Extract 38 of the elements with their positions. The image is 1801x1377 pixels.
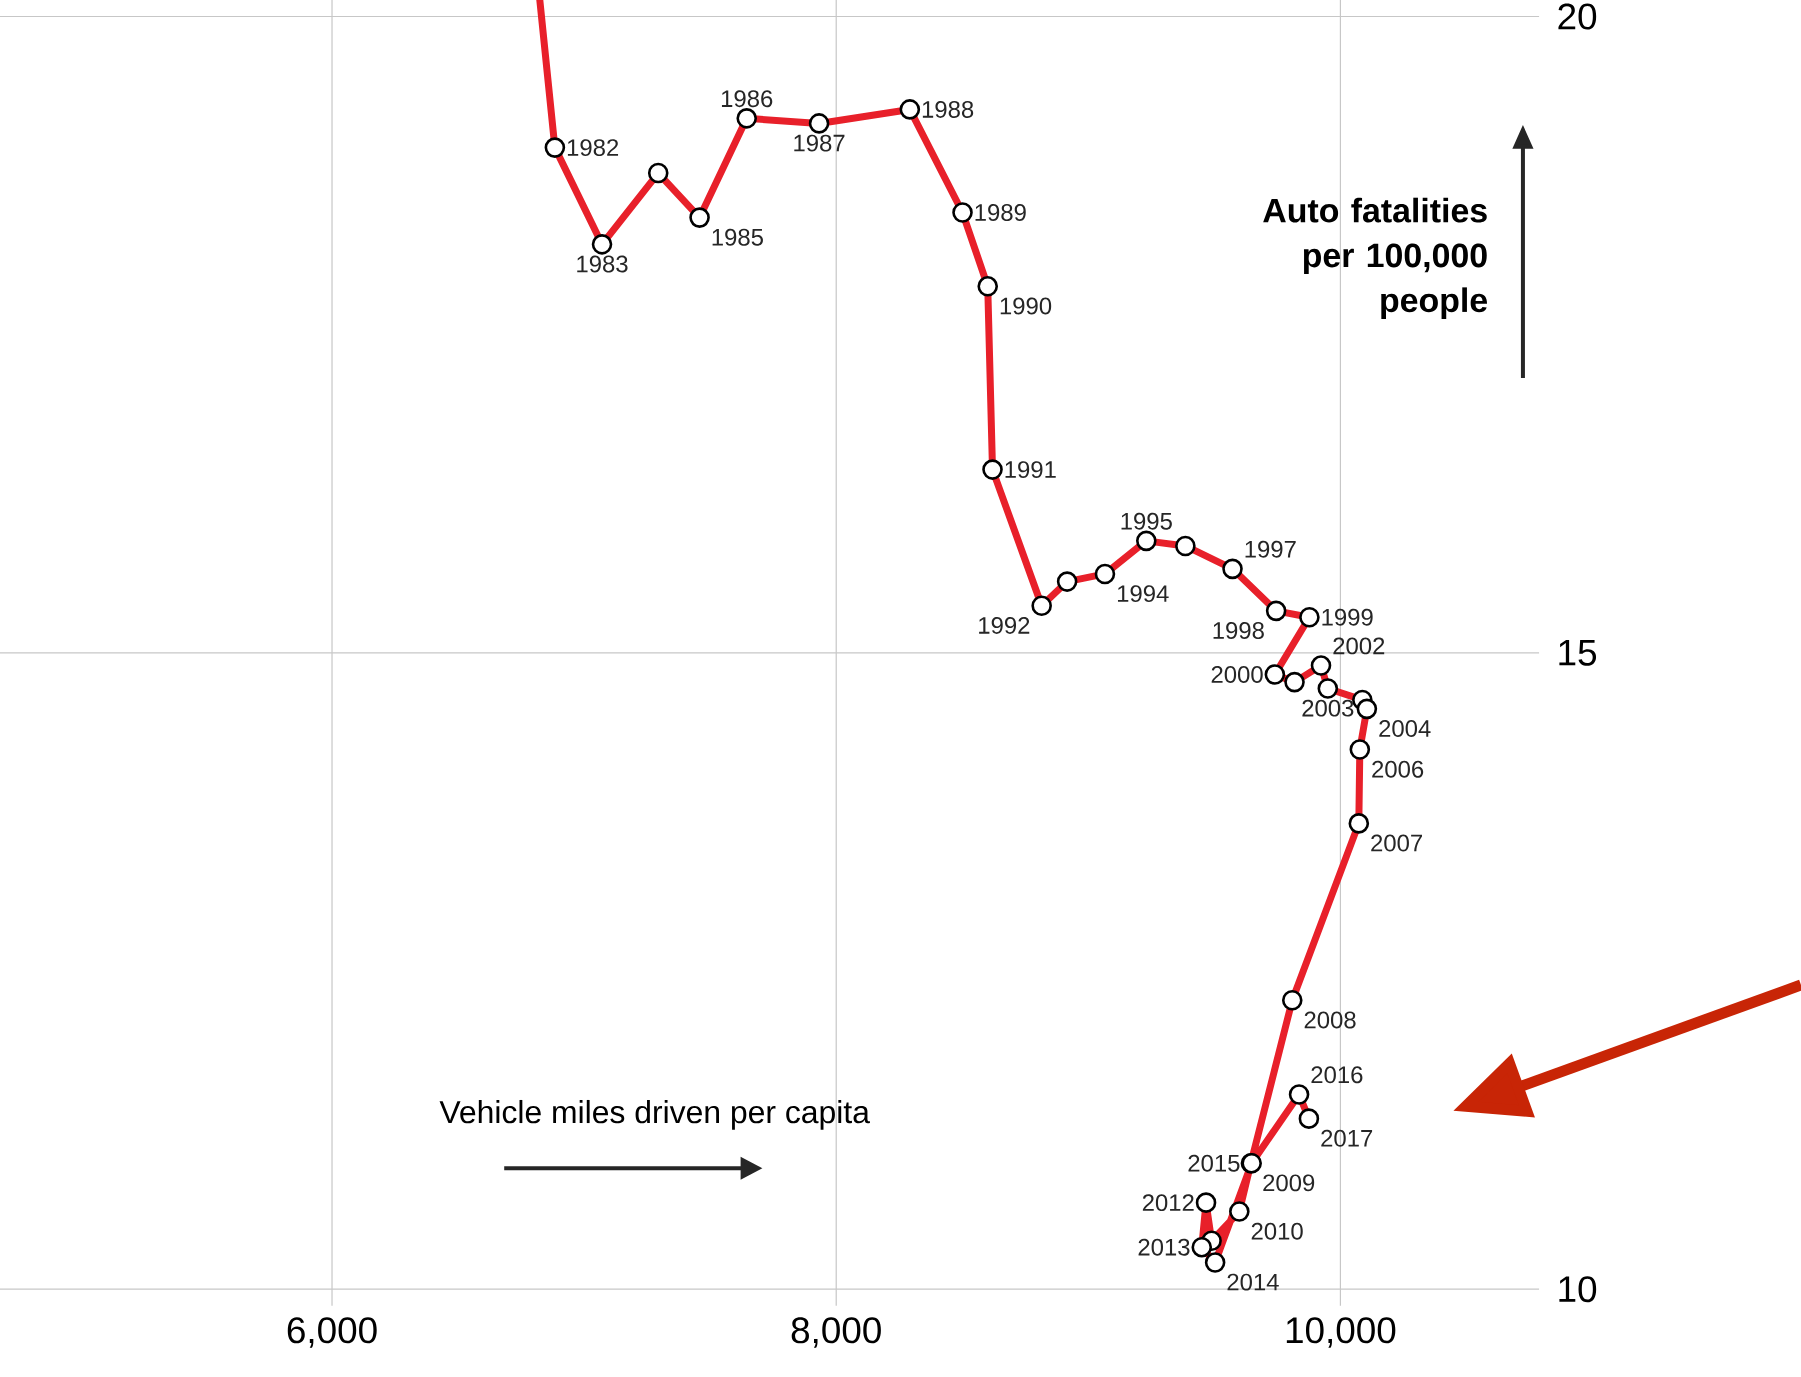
annotation: 2003 <box>1302 699 1354 717</box>
annotation: 2004 <box>1379 720 1431 737</box>
annotation: 1994 <box>1117 585 1169 603</box>
annotation: 1991 <box>1005 461 1056 479</box>
annotation: 1985 <box>712 228 763 246</box>
annotation: 2008 <box>1304 1011 1356 1029</box>
annotation: 2012 <box>1142 1194 1194 1212</box>
annotation: 1992 <box>979 616 1030 634</box>
annotation: 1989 <box>975 204 1026 221</box>
annotation: 2002 <box>1333 637 1385 655</box>
annotation: 1990 <box>1000 297 1052 315</box>
annotation: 1983 <box>577 255 628 273</box>
x-tick-label: 8,000 <box>791 1317 881 1348</box>
annotation: 2017 <box>1321 1129 1373 1147</box>
annotation: 1982 <box>567 139 619 157</box>
annotation: 1998 <box>1213 622 1264 639</box>
annotation: 2006 <box>1372 760 1424 778</box>
annotation: 2007 <box>1371 834 1422 852</box>
annotation: 1987 <box>794 134 845 152</box>
annotation: 2010 <box>1251 1222 1303 1240</box>
y-axis-title: Auto fatalities per 100,000 people <box>1263 197 1488 319</box>
annotation: 1986 <box>721 90 773 108</box>
annotation: 1995 <box>1121 512 1172 530</box>
annotation: 2000 <box>1211 666 1263 683</box>
annotation: 2016 <box>1311 1066 1363 1084</box>
annotation: 2013 <box>1138 1238 1190 1256</box>
x-tick-label: 6,000 <box>287 1317 377 1348</box>
y-tick-label: 10 <box>1559 1276 1597 1303</box>
annotation: 2009 <box>1263 1174 1315 1192</box>
y-tick-label: 20 <box>1558 3 1597 30</box>
annotation: 1999 <box>1322 608 1373 626</box>
annotation: 2014 <box>1227 1273 1279 1291</box>
annotation: 2015 <box>1188 1154 1240 1172</box>
y-tick-label: 15 <box>1559 639 1597 666</box>
x-tick-label: 10,000 <box>1286 1317 1396 1348</box>
annotation: 1997 <box>1245 540 1296 558</box>
annotation: 1988 <box>922 100 974 118</box>
x-axis-title: Vehicle miles driven per capita <box>439 1099 870 1130</box>
